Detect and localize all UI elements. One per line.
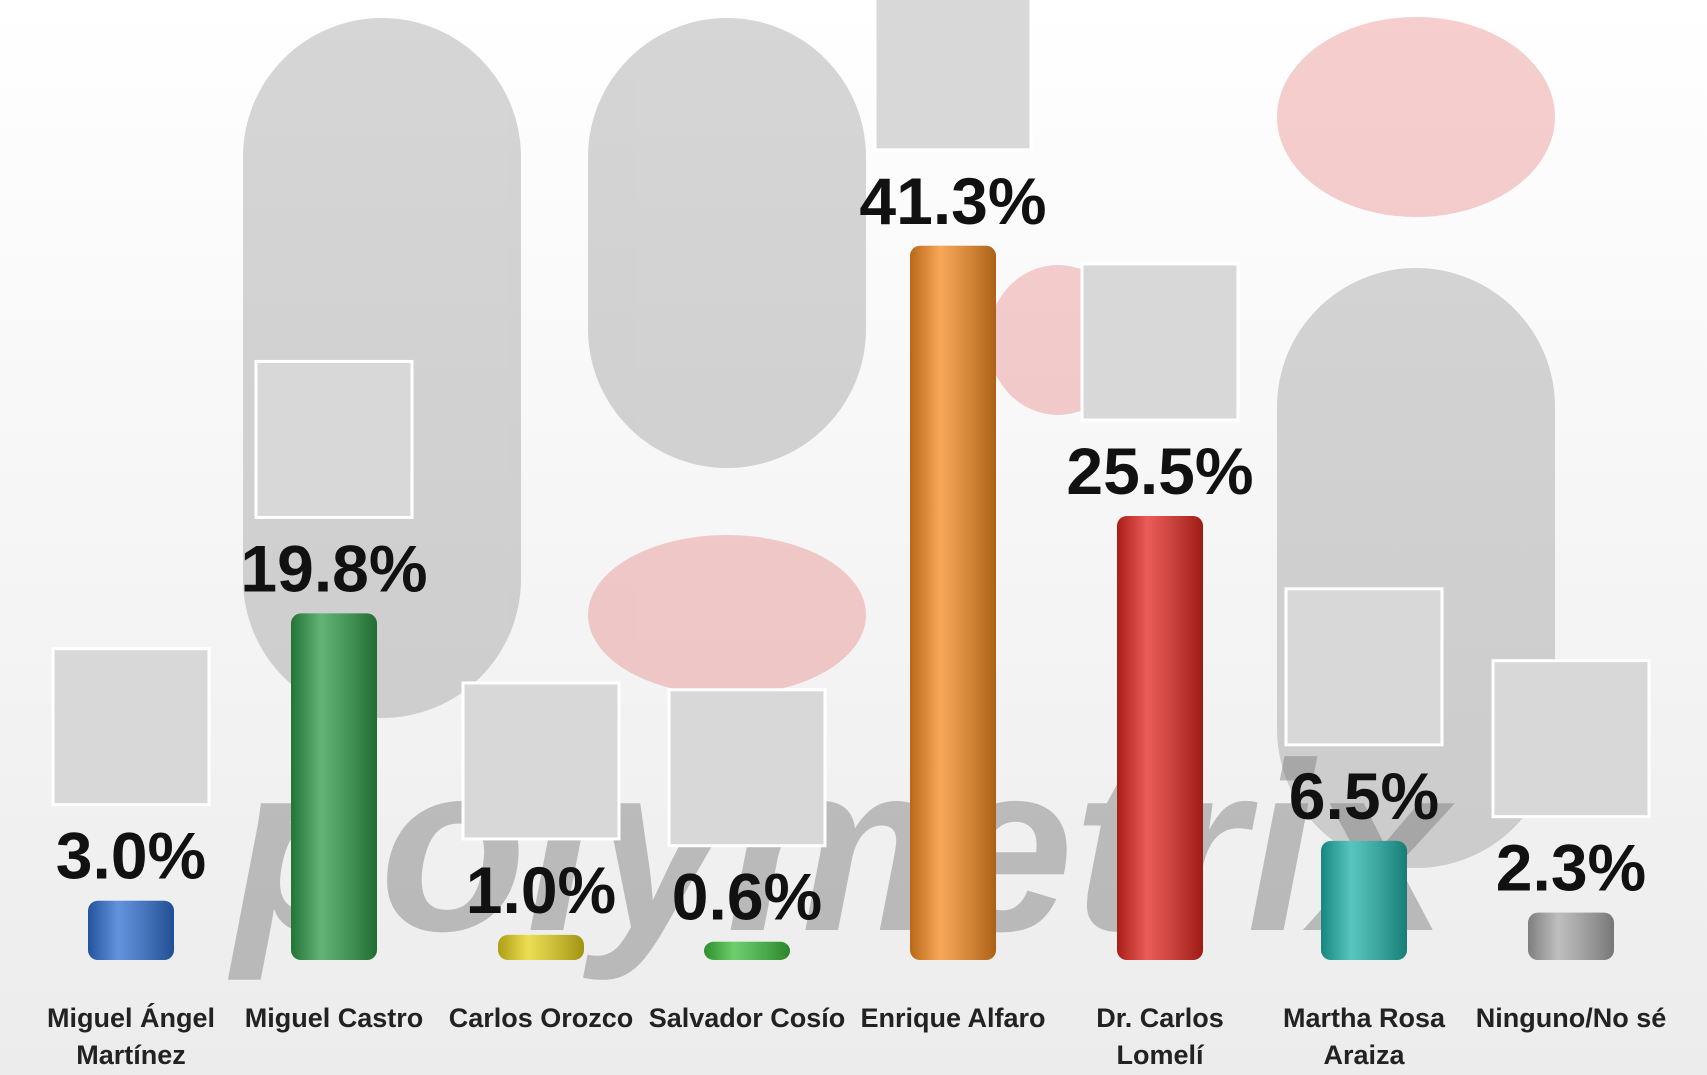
value-label: 25.5%: [1066, 434, 1253, 508]
value-label: 0.6%: [672, 860, 822, 934]
candidate-photo: [667, 688, 827, 848]
candidate-photo: [873, 0, 1033, 152]
candidate-photo: [51, 647, 211, 807]
value-label: 41.3%: [859, 164, 1046, 238]
bar-shade: [1321, 840, 1407, 960]
candidate-photo: [461, 681, 621, 841]
bar-shade: [291, 613, 377, 960]
value-label: 6.5%: [1289, 759, 1439, 833]
category-label: Ninguno/No sé: [1475, 1003, 1667, 1033]
category-label: Miguel Ángel Martínez: [47, 1003, 215, 1070]
candidate-photo: [254, 359, 414, 519]
value-label: 1.0%: [466, 853, 616, 927]
value-label: 2.3%: [1496, 831, 1646, 905]
bar-shade: [498, 934, 584, 960]
bar-shade: [88, 900, 174, 960]
category-label: Dr. Carlos Lomelí: [1096, 1003, 1224, 1070]
value-label: 19.8%: [240, 531, 427, 605]
bar-shade: [1117, 515, 1203, 960]
category-label: Salvador Cosío: [648, 1003, 846, 1033]
bar-shade: [704, 941, 790, 960]
watermark: polymetrix: [227, 713, 1455, 981]
category-label: Miguel Castro: [244, 1003, 424, 1033]
category-label: Enrique Alfaro: [860, 1003, 1046, 1033]
candidate-photo: [1491, 659, 1651, 819]
bar-shade: [1528, 912, 1614, 960]
candidate-photo: [1284, 587, 1444, 747]
background-decor: [243, 17, 1555, 868]
bar-shade: [910, 245, 996, 960]
candidate-photo: [1080, 262, 1240, 422]
category-label: Martha Rosa Araiza: [1282, 1003, 1446, 1070]
category-label: Carlos Orozco: [448, 1003, 634, 1033]
value-label: 3.0%: [56, 819, 206, 893]
